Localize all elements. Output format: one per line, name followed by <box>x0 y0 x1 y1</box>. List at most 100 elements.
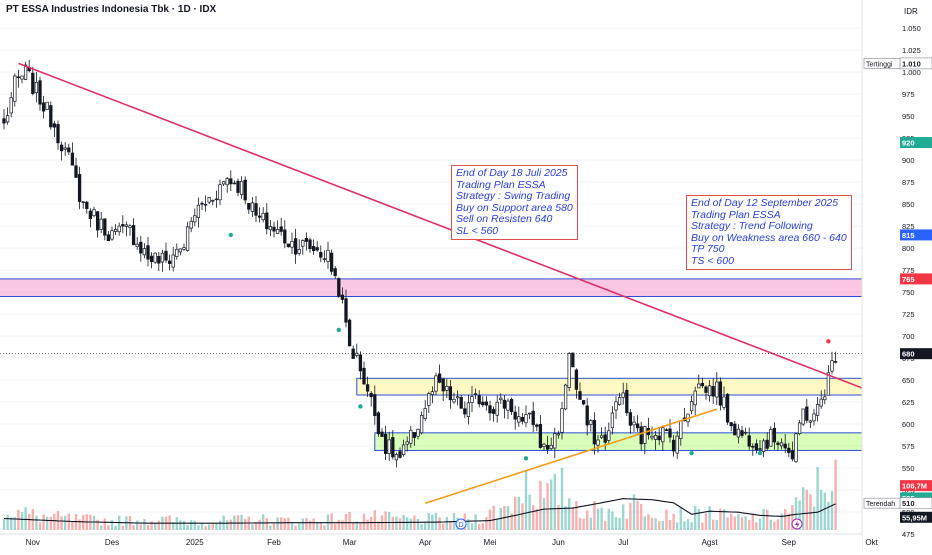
y-tick-label: 700 <box>902 332 915 341</box>
volume-bar <box>200 523 204 530</box>
volume-bar <box>136 520 139 530</box>
candle <box>193 208 197 227</box>
volume-bar <box>64 515 67 530</box>
volume-bar <box>416 519 420 530</box>
volume-bar <box>740 517 744 530</box>
uptrend-line[interactable] <box>424 408 718 504</box>
x-tick-label: Des <box>105 538 119 547</box>
candle <box>632 415 636 432</box>
volume-bar <box>197 525 200 530</box>
candle <box>326 241 330 269</box>
candle <box>196 197 201 228</box>
candle <box>607 422 611 445</box>
volume-bar <box>676 522 679 530</box>
price-badge: 106,7M <box>900 480 932 492</box>
candle <box>657 427 661 446</box>
candle <box>373 385 377 425</box>
candle <box>236 178 240 197</box>
candle <box>625 383 629 417</box>
candle <box>801 408 805 426</box>
candle <box>484 396 489 411</box>
candle <box>135 237 139 250</box>
volume-bar <box>715 519 718 530</box>
candle <box>553 427 557 459</box>
candle <box>689 395 694 415</box>
candle <box>229 170 233 192</box>
price-badge: 815 <box>900 229 932 241</box>
support-zone[interactable] <box>374 432 875 451</box>
volume-bar <box>596 508 600 530</box>
candle <box>121 215 125 234</box>
volume-bar <box>762 508 765 530</box>
candle <box>218 179 222 205</box>
volume-bar <box>766 509 769 530</box>
candle <box>178 248 183 256</box>
price-badge: 55,95M <box>900 511 932 523</box>
volume-bar <box>694 505 697 530</box>
y-tick-label: 900 <box>902 156 915 165</box>
volume-bar <box>308 520 312 530</box>
candle <box>423 400 427 421</box>
candle <box>412 432 417 446</box>
resistance-zone[interactable] <box>0 278 886 297</box>
candle <box>524 405 528 428</box>
candle <box>693 386 697 416</box>
candle <box>560 401 564 440</box>
upper-consolidation-zone[interactable] <box>356 377 875 396</box>
candle <box>621 382 625 405</box>
candle <box>664 428 669 431</box>
badge-caption: Tertinggi <box>866 61 893 68</box>
volume-bar <box>182 520 186 530</box>
badge-value: 510 <box>902 499 915 508</box>
volume-bar <box>607 508 610 530</box>
dividend-event-icon[interactable]: D <box>455 518 467 530</box>
candle <box>106 231 111 242</box>
signal-marker <box>689 450 694 456</box>
volume-bar <box>784 508 787 530</box>
volume-bar <box>658 521 661 530</box>
badge-value: 106,7M <box>902 482 927 491</box>
volume-bar <box>539 480 542 530</box>
candle <box>63 142 67 156</box>
volume-bar <box>517 496 520 530</box>
candle <box>805 399 809 424</box>
volume-bar <box>532 505 535 530</box>
y-tick-label: 750 <box>902 288 915 297</box>
price-axis[interactable]: IDR1.0501.0251.0009759509259008758508258… <box>861 0 932 550</box>
candle <box>754 439 759 454</box>
candle <box>383 425 388 461</box>
volume-bar <box>632 494 636 530</box>
candle <box>470 386 474 413</box>
candle <box>430 386 435 404</box>
time-axis[interactable]: Nov Des 2025 Feb Mar Apr Mei Jun Jul Agst Sep Okt <box>0 533 879 550</box>
candle <box>131 218 136 246</box>
plot-area[interactable]: D <box>0 27 886 535</box>
candle <box>448 380 453 409</box>
candle <box>578 382 582 400</box>
volume-bar <box>341 520 344 530</box>
volume-bar <box>643 516 646 530</box>
y-tick-label: 1.000 <box>902 68 921 77</box>
candle <box>146 237 150 267</box>
plan-note-september[interactable]: End of Day 12 September 2025 Trading Plan… <box>686 195 852 270</box>
y-tick-label: 975 <box>902 90 915 99</box>
badge-caption: Terendah <box>866 501 895 508</box>
candle <box>459 394 463 409</box>
volume-bar <box>434 512 438 530</box>
volume-bar <box>575 500 578 530</box>
candle <box>581 400 586 406</box>
flash-event-icon[interactable] <box>791 518 803 530</box>
volume-bar <box>384 511 387 530</box>
volume-bar <box>726 517 729 530</box>
plan-note-july[interactable]: End of Day 18 Juli 2025 Trading Plan ESSA… <box>451 165 578 240</box>
volume-bar <box>20 512 24 530</box>
candle <box>441 377 445 402</box>
candle <box>722 386 726 411</box>
downtrend-line[interactable] <box>18 62 864 389</box>
candle <box>527 412 532 420</box>
candle <box>477 390 481 408</box>
candle <box>538 415 543 449</box>
price-badge: 765 <box>900 273 932 285</box>
